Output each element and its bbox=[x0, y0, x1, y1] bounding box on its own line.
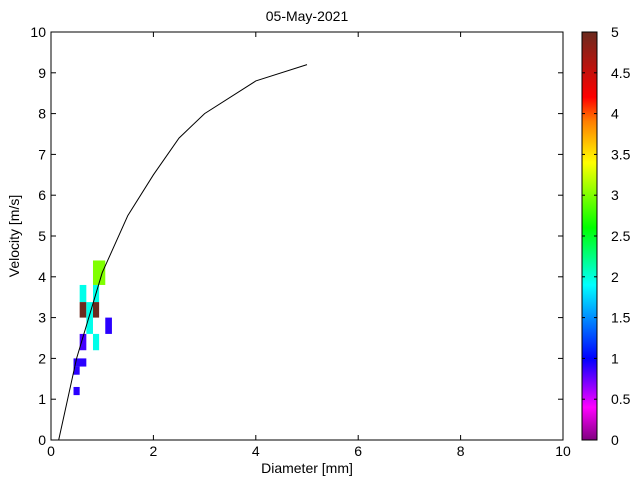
colorbar-tick-label: 1 bbox=[611, 350, 619, 366]
y-tick-label: 10 bbox=[30, 24, 46, 40]
colorbar-ticks: 0 0.5 1 1.5 2 2.5 3 3.5 4 4.5 5 bbox=[582, 24, 631, 448]
heatmap-cell bbox=[92, 333, 100, 351]
axes: 0 2 4 6 8 10 0 1 2 3 4 5 6 7 8 9 10 bbox=[30, 24, 571, 459]
heatmap-cell bbox=[73, 366, 80, 375]
y-tick-label: 9 bbox=[38, 65, 46, 81]
y-tick-label: 8 bbox=[38, 106, 46, 122]
colorbar-tick-label: 0.5 bbox=[611, 391, 631, 407]
heatmap-cell bbox=[86, 302, 93, 334]
heatmap-cell bbox=[73, 358, 87, 367]
chart-title: 05-May-2021 bbox=[266, 8, 349, 24]
x-tick-label: 10 bbox=[555, 443, 571, 459]
y-tick-label: 4 bbox=[38, 269, 46, 285]
colorbar-tick-label: 3 bbox=[611, 187, 619, 203]
y-tick-label: 5 bbox=[38, 228, 46, 244]
y-tick-label: 6 bbox=[38, 187, 46, 203]
heatmap-cells bbox=[73, 260, 112, 396]
colorbar-tick-label: 4.5 bbox=[611, 65, 631, 81]
colorbar-tick-label: 3.5 bbox=[611, 146, 631, 162]
y-tick-label: 1 bbox=[38, 391, 46, 407]
colorbar-tick-label: 2.5 bbox=[611, 228, 631, 244]
heatmap-cell bbox=[92, 260, 106, 285]
x-tick-label: 4 bbox=[252, 443, 260, 459]
heatmap-cell bbox=[92, 302, 100, 318]
heatmap-cell bbox=[79, 284, 87, 303]
x-tick-label: 0 bbox=[47, 443, 55, 459]
y-axis-label: Velocity [m/s] bbox=[6, 195, 22, 277]
colorbar-tick-label: 2 bbox=[611, 269, 619, 285]
heatmap-cell bbox=[73, 386, 80, 396]
colorbar-tick-label: 4 bbox=[611, 106, 619, 122]
y-tick-label: 3 bbox=[38, 310, 46, 326]
y-tick-label: 7 bbox=[38, 146, 46, 162]
colorbar-tick-label: 5 bbox=[611, 24, 619, 40]
y-tick-label: 0 bbox=[38, 432, 46, 448]
x-tick-label: 6 bbox=[354, 443, 362, 459]
heatmap-cell bbox=[105, 317, 112, 334]
y-tick-label: 2 bbox=[38, 350, 46, 366]
x-tick-label: 2 bbox=[150, 443, 158, 459]
colorbar-tick-label: 0 bbox=[611, 432, 619, 448]
plot-frame bbox=[50, 31, 564, 441]
x-tick-label: 8 bbox=[457, 443, 465, 459]
colorbar-tick-label: 1.5 bbox=[611, 310, 631, 326]
heatmap-cell bbox=[79, 302, 87, 318]
heatmap-cell bbox=[79, 333, 87, 351]
x-axis-label: Diameter [mm] bbox=[261, 460, 353, 476]
fall-velocity-curve bbox=[58, 64, 308, 441]
